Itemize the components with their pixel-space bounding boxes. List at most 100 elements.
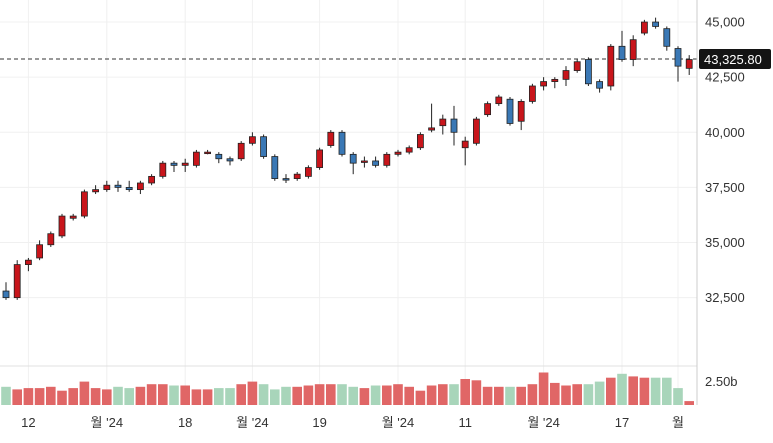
- candle: [204, 149, 212, 155]
- current-price-label: 43,325.80: [699, 48, 771, 69]
- candle: [148, 174, 156, 186]
- volume-bar: [460, 379, 470, 405]
- x-tick-label: 월: [672, 415, 684, 430]
- volume-bar: [393, 384, 403, 405]
- volume-bar: [225, 388, 235, 405]
- volume-bar: [124, 388, 134, 405]
- candle: [641, 19, 648, 36]
- volume-bar: [146, 384, 157, 405]
- volume-bar: [662, 377, 672, 405]
- candle-body: [428, 127, 436, 131]
- candle: [360, 156, 368, 168]
- volume-bar: [594, 381, 605, 405]
- y-tick-label: 40,000: [705, 125, 745, 140]
- current-price-label-text: 43,325.80: [704, 52, 762, 67]
- volume-bar: [404, 386, 414, 405]
- candle: [36, 240, 43, 261]
- candle: [293, 171, 301, 181]
- candle-body: [685, 59, 693, 69]
- candle-body: [114, 184, 122, 188]
- candle: [618, 30, 626, 62]
- candle-body: [607, 45, 615, 87]
- candle-body: [293, 173, 301, 179]
- candle-body: [495, 96, 503, 105]
- candle-body: [551, 78, 559, 82]
- candle: [439, 114, 447, 135]
- candle-body: [304, 167, 312, 177]
- volume-bar: [538, 372, 549, 405]
- candle-body: [450, 118, 458, 133]
- candle: [405, 145, 413, 155]
- candle: [685, 55, 693, 75]
- volume-bar: [214, 388, 224, 405]
- candle-body: [338, 131, 346, 155]
- volume-bar: [46, 386, 56, 405]
- candle-body: [2, 290, 10, 299]
- candle-body: [540, 81, 547, 87]
- candle-body: [629, 39, 637, 60]
- volume-bar: [359, 388, 370, 405]
- candle-body: [360, 160, 368, 163]
- volume-bar: [79, 381, 90, 405]
- volume-bar: [135, 386, 146, 405]
- candle: [428, 103, 436, 133]
- candle: [237, 141, 245, 161]
- volume-bar: [550, 382, 560, 405]
- x-tick-label: 월 '24: [527, 415, 560, 430]
- volume-bar: [169, 385, 179, 405]
- volume-bar: [606, 377, 616, 405]
- volume-bar: [426, 385, 437, 405]
- candle-body: [585, 59, 592, 85]
- volume-bar: [68, 388, 78, 405]
- candle-body: [125, 187, 133, 191]
- y-tick-label: 45,000: [705, 15, 745, 30]
- volume-bar: [1, 386, 11, 405]
- candle-body: [562, 70, 570, 80]
- candle-body: [58, 215, 66, 237]
- candle: [551, 77, 559, 89]
- volume-bar: [202, 389, 213, 405]
- candle: [607, 44, 615, 91]
- volume-bar: [314, 384, 325, 405]
- candle: [159, 160, 167, 179]
- candle: [450, 105, 458, 146]
- candle-body: [148, 175, 156, 184]
- volume-bar: [471, 380, 482, 405]
- volume-bar: [23, 388, 34, 405]
- candle-body: [472, 118, 480, 144]
- volume-bar: [12, 389, 22, 405]
- candle-body: [349, 153, 357, 164]
- candle: [69, 213, 77, 221]
- candle-body: [271, 156, 279, 179]
- candle-body: [327, 131, 335, 146]
- volume-bar: [370, 385, 381, 405]
- candle-body: [618, 45, 626, 60]
- x-axis: 12 월 '24 18 월 '24 19 월 '24 11 월 '24 17 월: [21, 415, 684, 430]
- candle-body: [47, 233, 55, 246]
- candle: [383, 152, 391, 168]
- volume-bar: [438, 384, 448, 405]
- volume-bar: [673, 388, 683, 405]
- y-tick-label: 32,500: [705, 290, 745, 305]
- volume-bar: [337, 384, 347, 405]
- candle: [282, 174, 290, 183]
- candle: [573, 59, 581, 73]
- volume-bar: [348, 386, 358, 405]
- candle-body: [394, 151, 402, 155]
- volume-bar: [281, 386, 291, 405]
- candle-body: [416, 134, 424, 149]
- candle: [461, 136, 469, 166]
- candles: [2, 17, 693, 300]
- candle-body: [192, 151, 200, 166]
- x-tick-label: 18: [178, 415, 192, 430]
- candle: [629, 35, 637, 67]
- volume-bar: [180, 385, 190, 405]
- candle: [226, 156, 234, 166]
- candle: [596, 79, 603, 93]
- x-tick-label: 11: [458, 415, 472, 430]
- candle: [2, 282, 10, 300]
- candle-body: [136, 182, 144, 191]
- candle-body: [506, 98, 514, 124]
